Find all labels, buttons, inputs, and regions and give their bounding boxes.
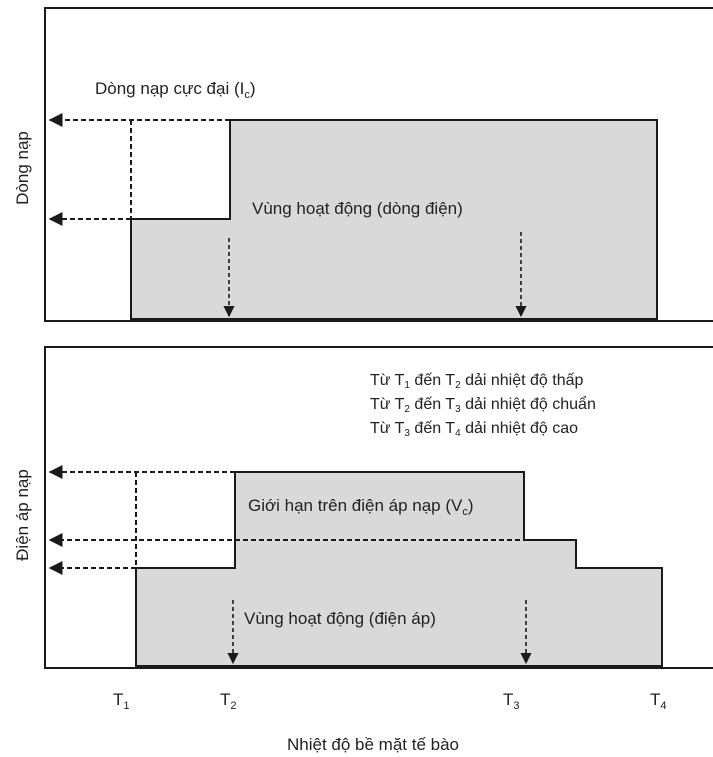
top-panel: Dòng nạp cực đại (Ic) Vùng hoạt động (dò…	[13, 7, 713, 322]
x-axis-title: Nhiệt độ bề mặt tế bào	[287, 735, 459, 754]
voltage-limit-label: Giới hạn trên điện áp nạp (Vc)	[248, 496, 474, 518]
bottom-panel: Từ T1 đến T2 dải nhiệt độ thấp Từ T2 đến…	[13, 346, 713, 669]
top-y-axis-label: Dòng nạp	[13, 131, 32, 205]
tick-t1: T1	[113, 690, 130, 712]
tick-t4: T4	[650, 690, 667, 712]
voltage-region-label: Vùng hoạt động (điện áp)	[244, 609, 436, 628]
bottom-panel-frame	[44, 346, 713, 669]
legend-high-range: Từ T3 đến T4 dải nhiệt độ cao	[370, 420, 578, 439]
tick-t3: T3	[503, 690, 520, 712]
bottom-y-axis-label: Điện áp nạp	[13, 469, 32, 561]
max-current-label: Dòng nạp cực đại (Ic)	[95, 79, 256, 101]
top-panel-frame	[44, 7, 713, 322]
x-axis: T1 T2 T3 T4 Nhiệt độ bề mặt tế bào	[113, 690, 667, 754]
current-region-label: Vùng hoạt động (dòng điện)	[252, 199, 463, 218]
legend-standard-range: Từ T2 đến T3 dải nhiệt độ chuẩn	[370, 395, 596, 415]
tick-t2: T2	[220, 690, 237, 712]
current-notch	[132, 121, 229, 218]
legend-low-range: Từ T1 đến T2 dải nhiệt độ thấp	[370, 372, 583, 391]
